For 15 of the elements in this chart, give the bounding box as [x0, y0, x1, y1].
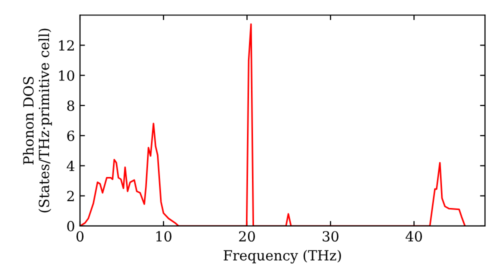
x-tick-label: 10	[156, 231, 172, 242]
x-tick-label: 20	[239, 231, 255, 242]
x-tick-label: 40	[406, 231, 422, 242]
x-tick-label: 30	[322, 231, 338, 242]
x-tick-label: 0	[76, 231, 84, 242]
y-axis-title: Phonon DOS (States/THz·primitive cell)	[22, 28, 52, 212]
y-tick-label: 6	[67, 130, 74, 142]
y-tick-label: 12	[59, 40, 74, 51]
y-tick-label: 4	[66, 160, 74, 171]
y-tick-label: 10	[59, 70, 74, 81]
y-tick-label: 0	[67, 220, 74, 232]
y-tick-label: 8	[67, 100, 74, 111]
y-tick-label: 2	[67, 190, 74, 202]
line-series	[80, 23, 466, 226]
x-axis-title: Frequency (THz)	[224, 250, 341, 264]
